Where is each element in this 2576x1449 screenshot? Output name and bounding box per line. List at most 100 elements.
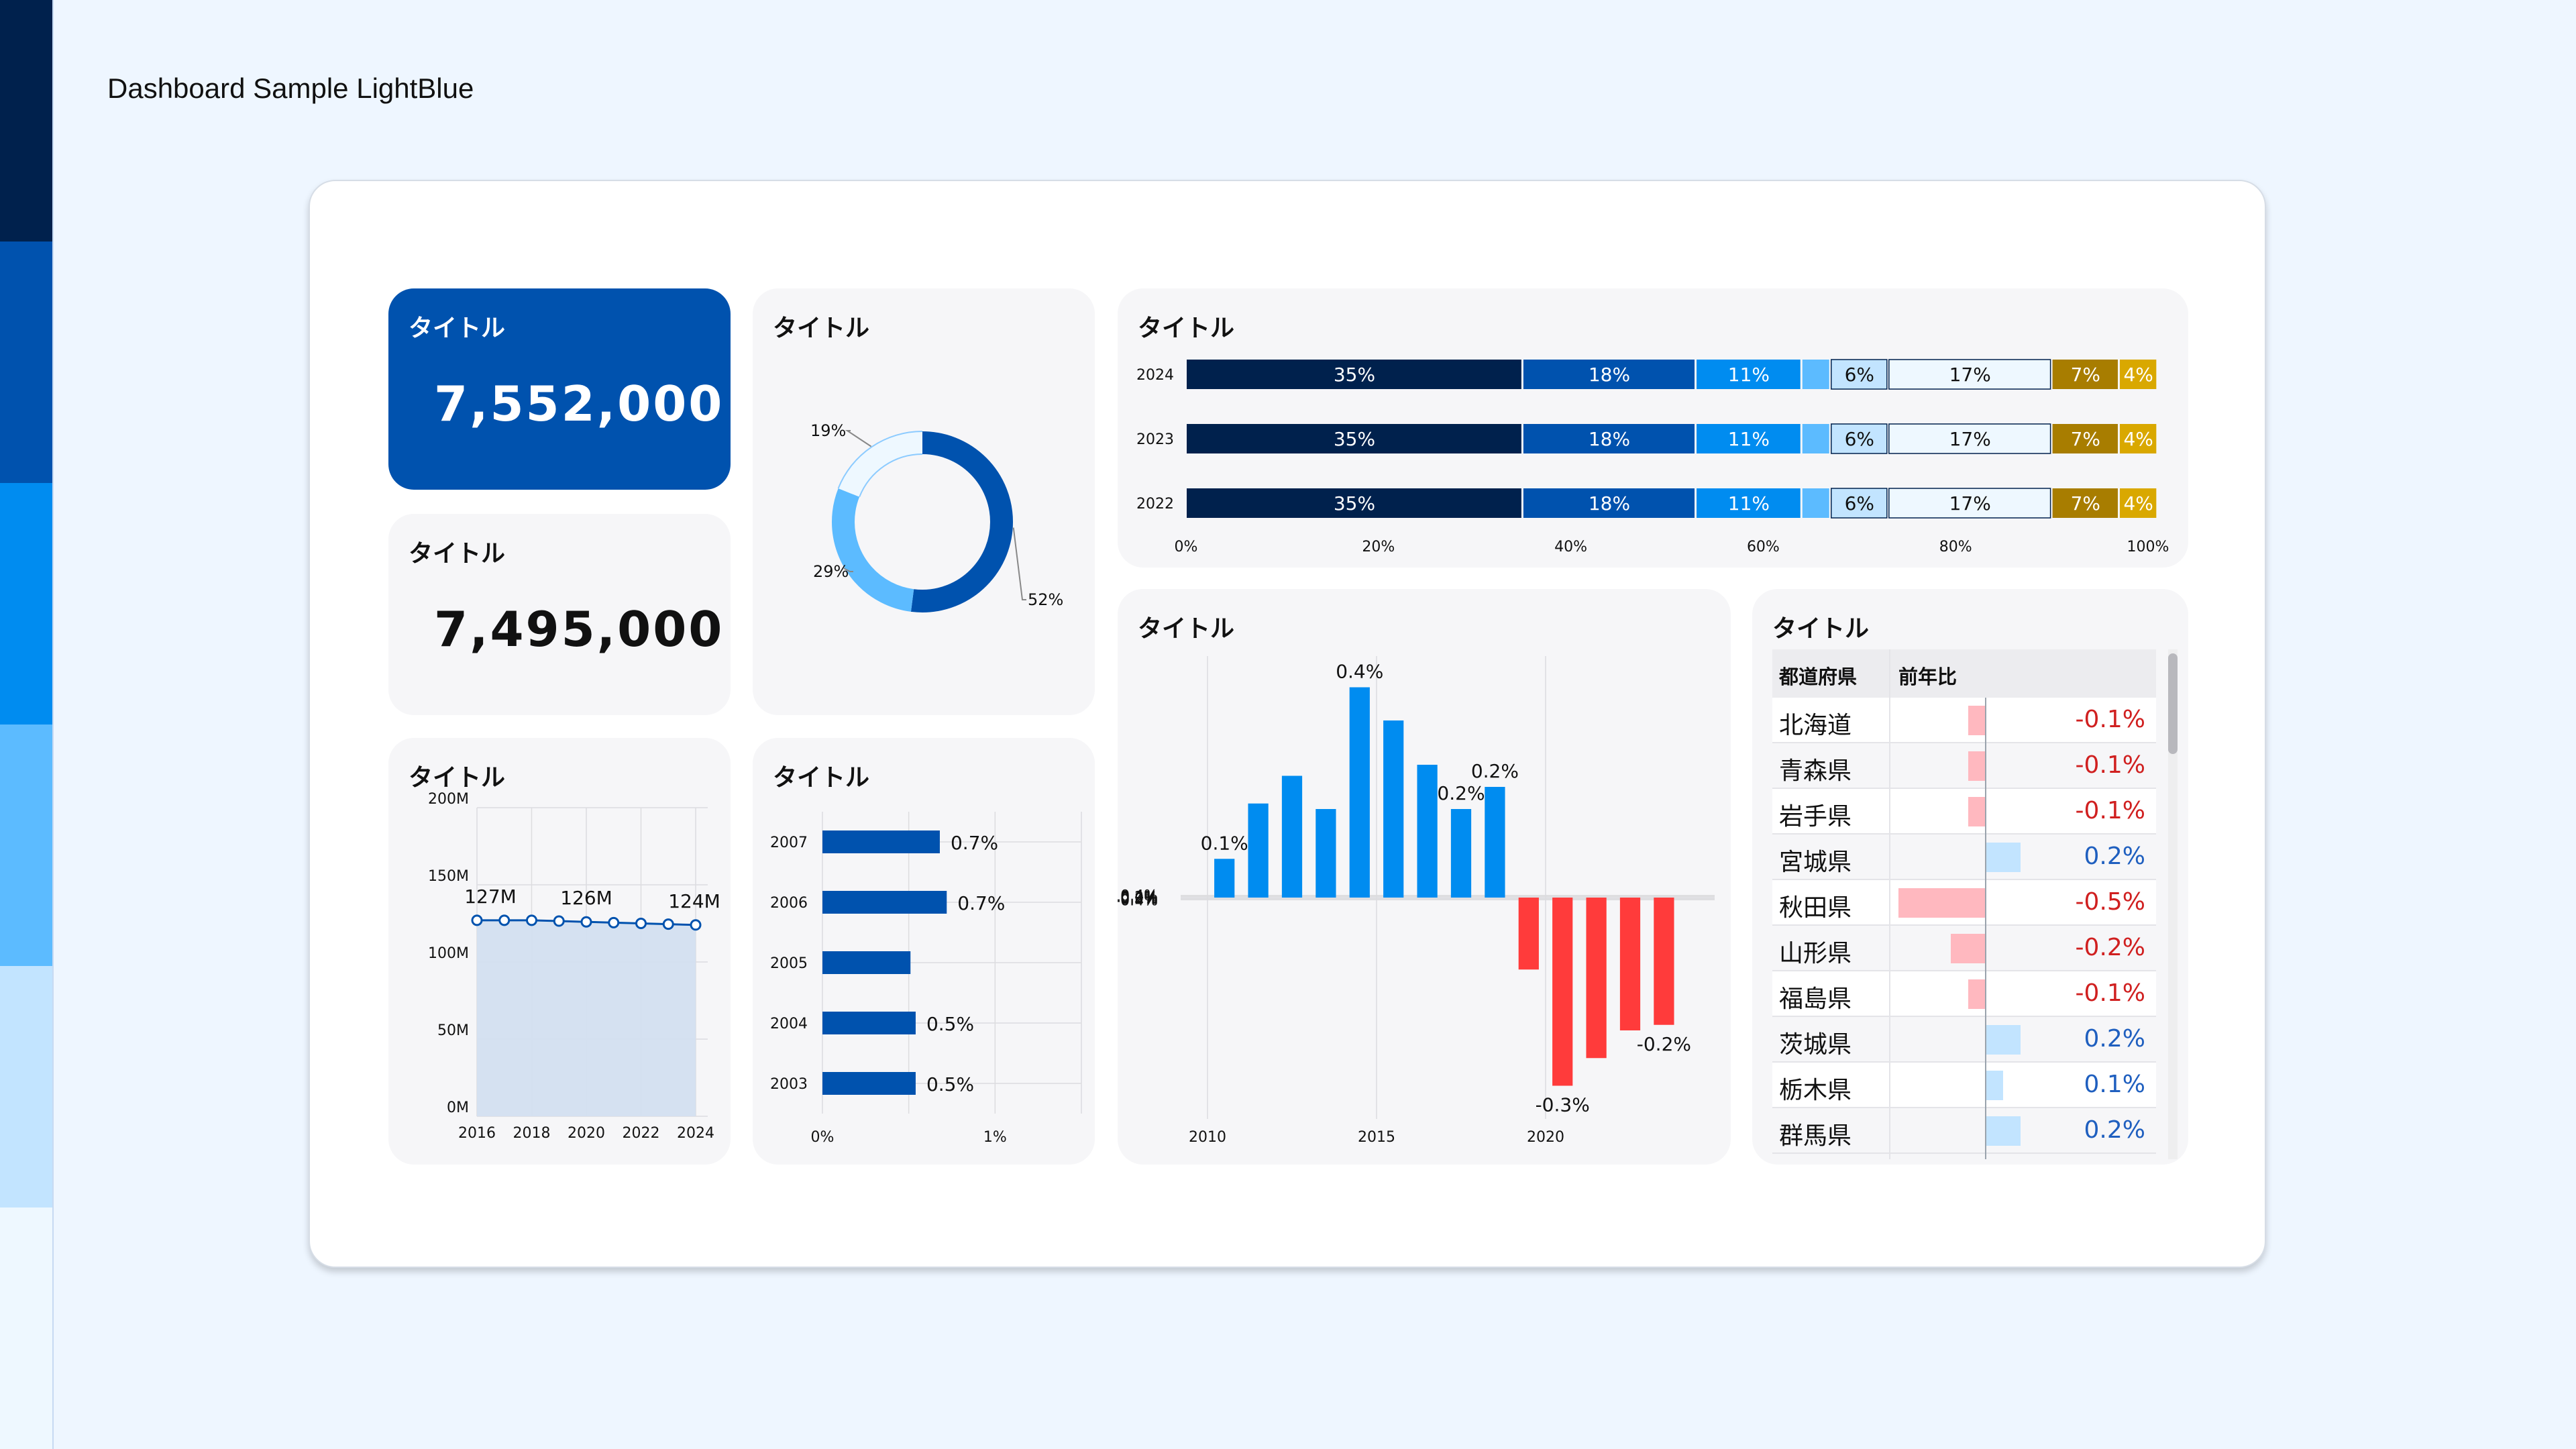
- kpi-value: 7,552,000: [434, 376, 724, 432]
- y-tick-label: 50M: [437, 1022, 469, 1039]
- x-tick-label: 2010: [1189, 1129, 1226, 1146]
- cell-prefecture: 北海道: [1779, 712, 1852, 739]
- column-bar: [1586, 898, 1607, 1059]
- stacked-segment: [2119, 360, 2157, 389]
- stacked-segment: [2052, 488, 2118, 518]
- value-bar: [1968, 797, 1986, 826]
- area-point: [498, 914, 511, 926]
- stacked-category-label: 2024: [1136, 367, 1174, 384]
- column-header[interactable]: 都道府県: [1779, 665, 1858, 688]
- table-row[interactable]: 茨城県 0.2%: [1772, 1017, 2156, 1063]
- column-bar: [1654, 898, 1674, 1025]
- stacked-category-label: 2023: [1136, 431, 1174, 448]
- zero-axis: [1985, 698, 1986, 1159]
- column-bar: [1349, 687, 1370, 898]
- palette-swatch: [0, 241, 54, 483]
- stacked-segment: [1697, 360, 1801, 389]
- column-data-label: -0.2%: [1637, 1033, 1691, 1055]
- kpi-card-title: タイトル: [409, 540, 506, 568]
- column-bar: [1417, 765, 1438, 898]
- value-bar: [1898, 888, 1986, 918]
- stacked-segment-label: 18%: [1589, 428, 1630, 450]
- palette-swatch: [0, 966, 54, 1208]
- hbar-bar: [822, 891, 947, 914]
- x-tick-label: 0%: [811, 1129, 835, 1146]
- cell-prefecture: 秋田県: [1779, 894, 1852, 922]
- column-data-label: 0.2%: [1437, 782, 1485, 804]
- y-tick-label: 0.0%: [1120, 890, 1158, 907]
- x-tick-label: 40%: [1554, 539, 1587, 555]
- table-row[interactable]: 山形県 -0.2%: [1772, 926, 2156, 971]
- stacked-segment: [1523, 360, 1695, 389]
- table-card: タイトル 都道府県 前年比 北海道 -0.1% 青森県 -0.1% 岩手県 -0.1% 宮城…: [1752, 589, 2188, 1165]
- cell-yoy: 0.1%: [2084, 1071, 2145, 1098]
- x-tick-label: 2020: [568, 1125, 605, 1142]
- stacked-segment-label: 4%: [2123, 364, 2153, 386]
- area-point: [662, 918, 674, 930]
- hbar-bar: [822, 951, 911, 974]
- x-tick-label: 80%: [1939, 539, 1972, 555]
- table-row[interactable]: 福島県 -0.1%: [1772, 971, 2156, 1017]
- table-header: 都道府県 前年比: [1772, 649, 2156, 698]
- table-row[interactable]: 秋田県 -0.5%: [1772, 880, 2156, 926]
- column-bar: [1552, 898, 1573, 1086]
- stacked-segment-label: 7%: [2071, 492, 2100, 515]
- column-bar: [1450, 809, 1472, 898]
- y-category-label: 2007: [770, 835, 808, 851]
- area-point: [580, 916, 592, 928]
- cell-yoy: 0.2%: [2084, 1025, 2145, 1053]
- table-row[interactable]: 北海道 -0.1%: [1772, 698, 2156, 743]
- palette-swatch: [0, 1208, 54, 1449]
- scrollbar-track[interactable]: [2168, 649, 2178, 1159]
- stacked-segment-label: 11%: [1728, 364, 1770, 386]
- cell-prefecture: 宮城県: [1779, 849, 1852, 876]
- value-bar: [1986, 1071, 2003, 1100]
- palette-swatch: [0, 724, 54, 966]
- cell-prefecture: 青森県: [1779, 757, 1852, 785]
- stacked-segment: [1888, 359, 2051, 390]
- cell-prefecture: 岩手県: [1779, 803, 1852, 830]
- donut-label: 52%: [1028, 590, 1063, 609]
- y-tick-label: 0M: [447, 1099, 469, 1116]
- value-bar: [1968, 706, 1986, 735]
- column-bar: [1281, 775, 1303, 898]
- y-tick-label: 0.4%: [1120, 888, 1158, 905]
- table-row[interactable]: 岩手県 -0.1%: [1772, 789, 2156, 835]
- donut-card: タイトル 52% 29% 19%: [753, 288, 1095, 715]
- stacked-segment: [1187, 488, 1521, 518]
- data-table[interactable]: 都道府県 前年比 北海道 -0.1% 青森県 -0.1% 岩手県 -0.1% 宮城県 0.2%…: [1772, 649, 2163, 1159]
- hbar-data-label: 0.5%: [926, 1013, 974, 1035]
- cell-yoy: -0.2%: [2075, 934, 2145, 961]
- column-header[interactable]: 前年比: [1898, 665, 1957, 688]
- page-title: Dashboard Sample LightBlue: [107, 72, 474, 104]
- stacked-segment: [1802, 488, 1829, 518]
- column-chart-card: タイトル 0.4% 0.2% 0.0% -0.2% -0.4% 2010 2015 2020 0…: [1118, 589, 1731, 1165]
- table-row[interactable]: 栃木県 0.1%: [1772, 1063, 2156, 1108]
- x-tick-label: 2015: [1358, 1129, 1395, 1146]
- kpi-value: 7,495,000: [434, 601, 724, 657]
- stacked-bar-card: タイトル 2024 35% 18% 11% 6% 17% 7% 4% 2023 35% 18% 11%…: [1118, 288, 2188, 568]
- cell-yoy: 0.2%: [2084, 843, 2145, 870]
- column-bar: [1316, 809, 1336, 898]
- donut-slice-outline: [854, 453, 991, 590]
- table-row[interactable]: 宮城県 0.2%: [1772, 835, 2156, 880]
- stacked-segment-label: 11%: [1728, 428, 1770, 450]
- column-bar: [1518, 898, 1539, 970]
- donut-label: 19%: [810, 421, 846, 440]
- hbar-data-label: 0.7%: [957, 892, 1005, 914]
- table-row[interactable]: 群馬県 0.2%: [1772, 1108, 2156, 1154]
- scrollbar-thumb[interactable]: [2168, 653, 2178, 754]
- stacked-segment: [1802, 424, 1829, 453]
- table-row[interactable]: 青森県 -0.1%: [1772, 743, 2156, 789]
- donut-slice: [832, 431, 1013, 612]
- stacked-segment: [1888, 488, 2051, 519]
- stacked-segment: [1802, 360, 1829, 389]
- stacked-segment: [2052, 424, 2118, 453]
- x-tick-label: 2022: [623, 1125, 660, 1142]
- value-bar: [1968, 979, 1986, 1009]
- stacked-segment: [1831, 423, 1888, 454]
- card-title: タイトル: [1138, 615, 1235, 643]
- hbar-data-label: 0.5%: [926, 1073, 974, 1095]
- x-tick-label: 60%: [1747, 539, 1780, 555]
- area-point: [690, 919, 702, 931]
